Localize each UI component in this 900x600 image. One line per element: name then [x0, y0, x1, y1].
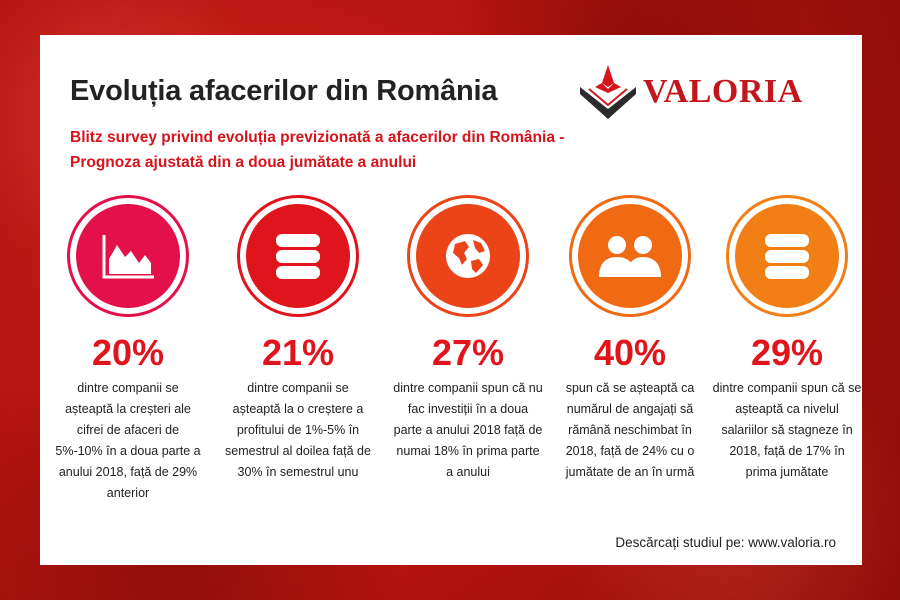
database-icon — [276, 234, 320, 279]
globe-icon — [446, 234, 490, 278]
stat-percent: 20% — [91, 332, 165, 373]
stat-disc — [76, 204, 180, 308]
stat-item: 40% spun că se așteaptă ca numărul de an… — [545, 195, 715, 483]
stat-disc — [735, 204, 839, 308]
stat-description: dintre companii se așteaptă la o creșter… — [225, 381, 371, 479]
stat-description: dintre companii spun că nu fac investiți… — [393, 381, 543, 479]
stat-percent: 21% — [261, 332, 335, 373]
stat-item: 20% dintre companii se așteaptă la creșt… — [43, 195, 213, 504]
stat-ring — [569, 195, 691, 317]
stat-ring — [726, 195, 848, 317]
stats-row: 20% dintre companii se așteaptă la creșt… — [40, 195, 862, 500]
stat-percent: 29% — [750, 332, 824, 373]
stat-percent: 40% — [593, 332, 667, 373]
valoria-logo-icon — [580, 65, 636, 119]
database-icon — [765, 234, 809, 279]
stat-disc — [246, 204, 350, 308]
stat-item: 27% dintre companii spun că nu fac inves… — [383, 195, 553, 483]
stat-item: 21% dintre companii se așteaptă la o cre… — [213, 195, 383, 483]
page-title: Evoluția afacerilor din România — [70, 75, 498, 107]
stat-ring — [67, 195, 189, 317]
stat-description: dintre companii spun că se așteaptă ca n… — [712, 381, 862, 479]
stat-disc — [578, 204, 682, 308]
stat-item: 29% dintre companii spun că se așteaptă … — [702, 195, 872, 483]
valoria-logo: VALORIA — [577, 63, 837, 123]
subtitle: Blitz survey privind evoluția previziona… — [70, 129, 565, 171]
download-note: Descărcați studiul pe: www.valoria.ro — [615, 535, 836, 550]
logo-wordmark: VALORIA — [643, 73, 803, 110]
stat-description: spun că se așteaptă ca numărul de angaja… — [565, 381, 695, 479]
infographic-card: Evoluția afacerilor din România VALORIA … — [40, 35, 862, 565]
stat-ring — [407, 195, 529, 317]
stat-description: dintre companii se așteaptă la creșteri … — [55, 381, 201, 500]
stat-disc — [416, 204, 520, 308]
area-chart-icon — [102, 235, 154, 279]
stat-percent: 27% — [431, 332, 505, 373]
users-icon — [599, 236, 661, 277]
stat-ring — [237, 195, 359, 317]
